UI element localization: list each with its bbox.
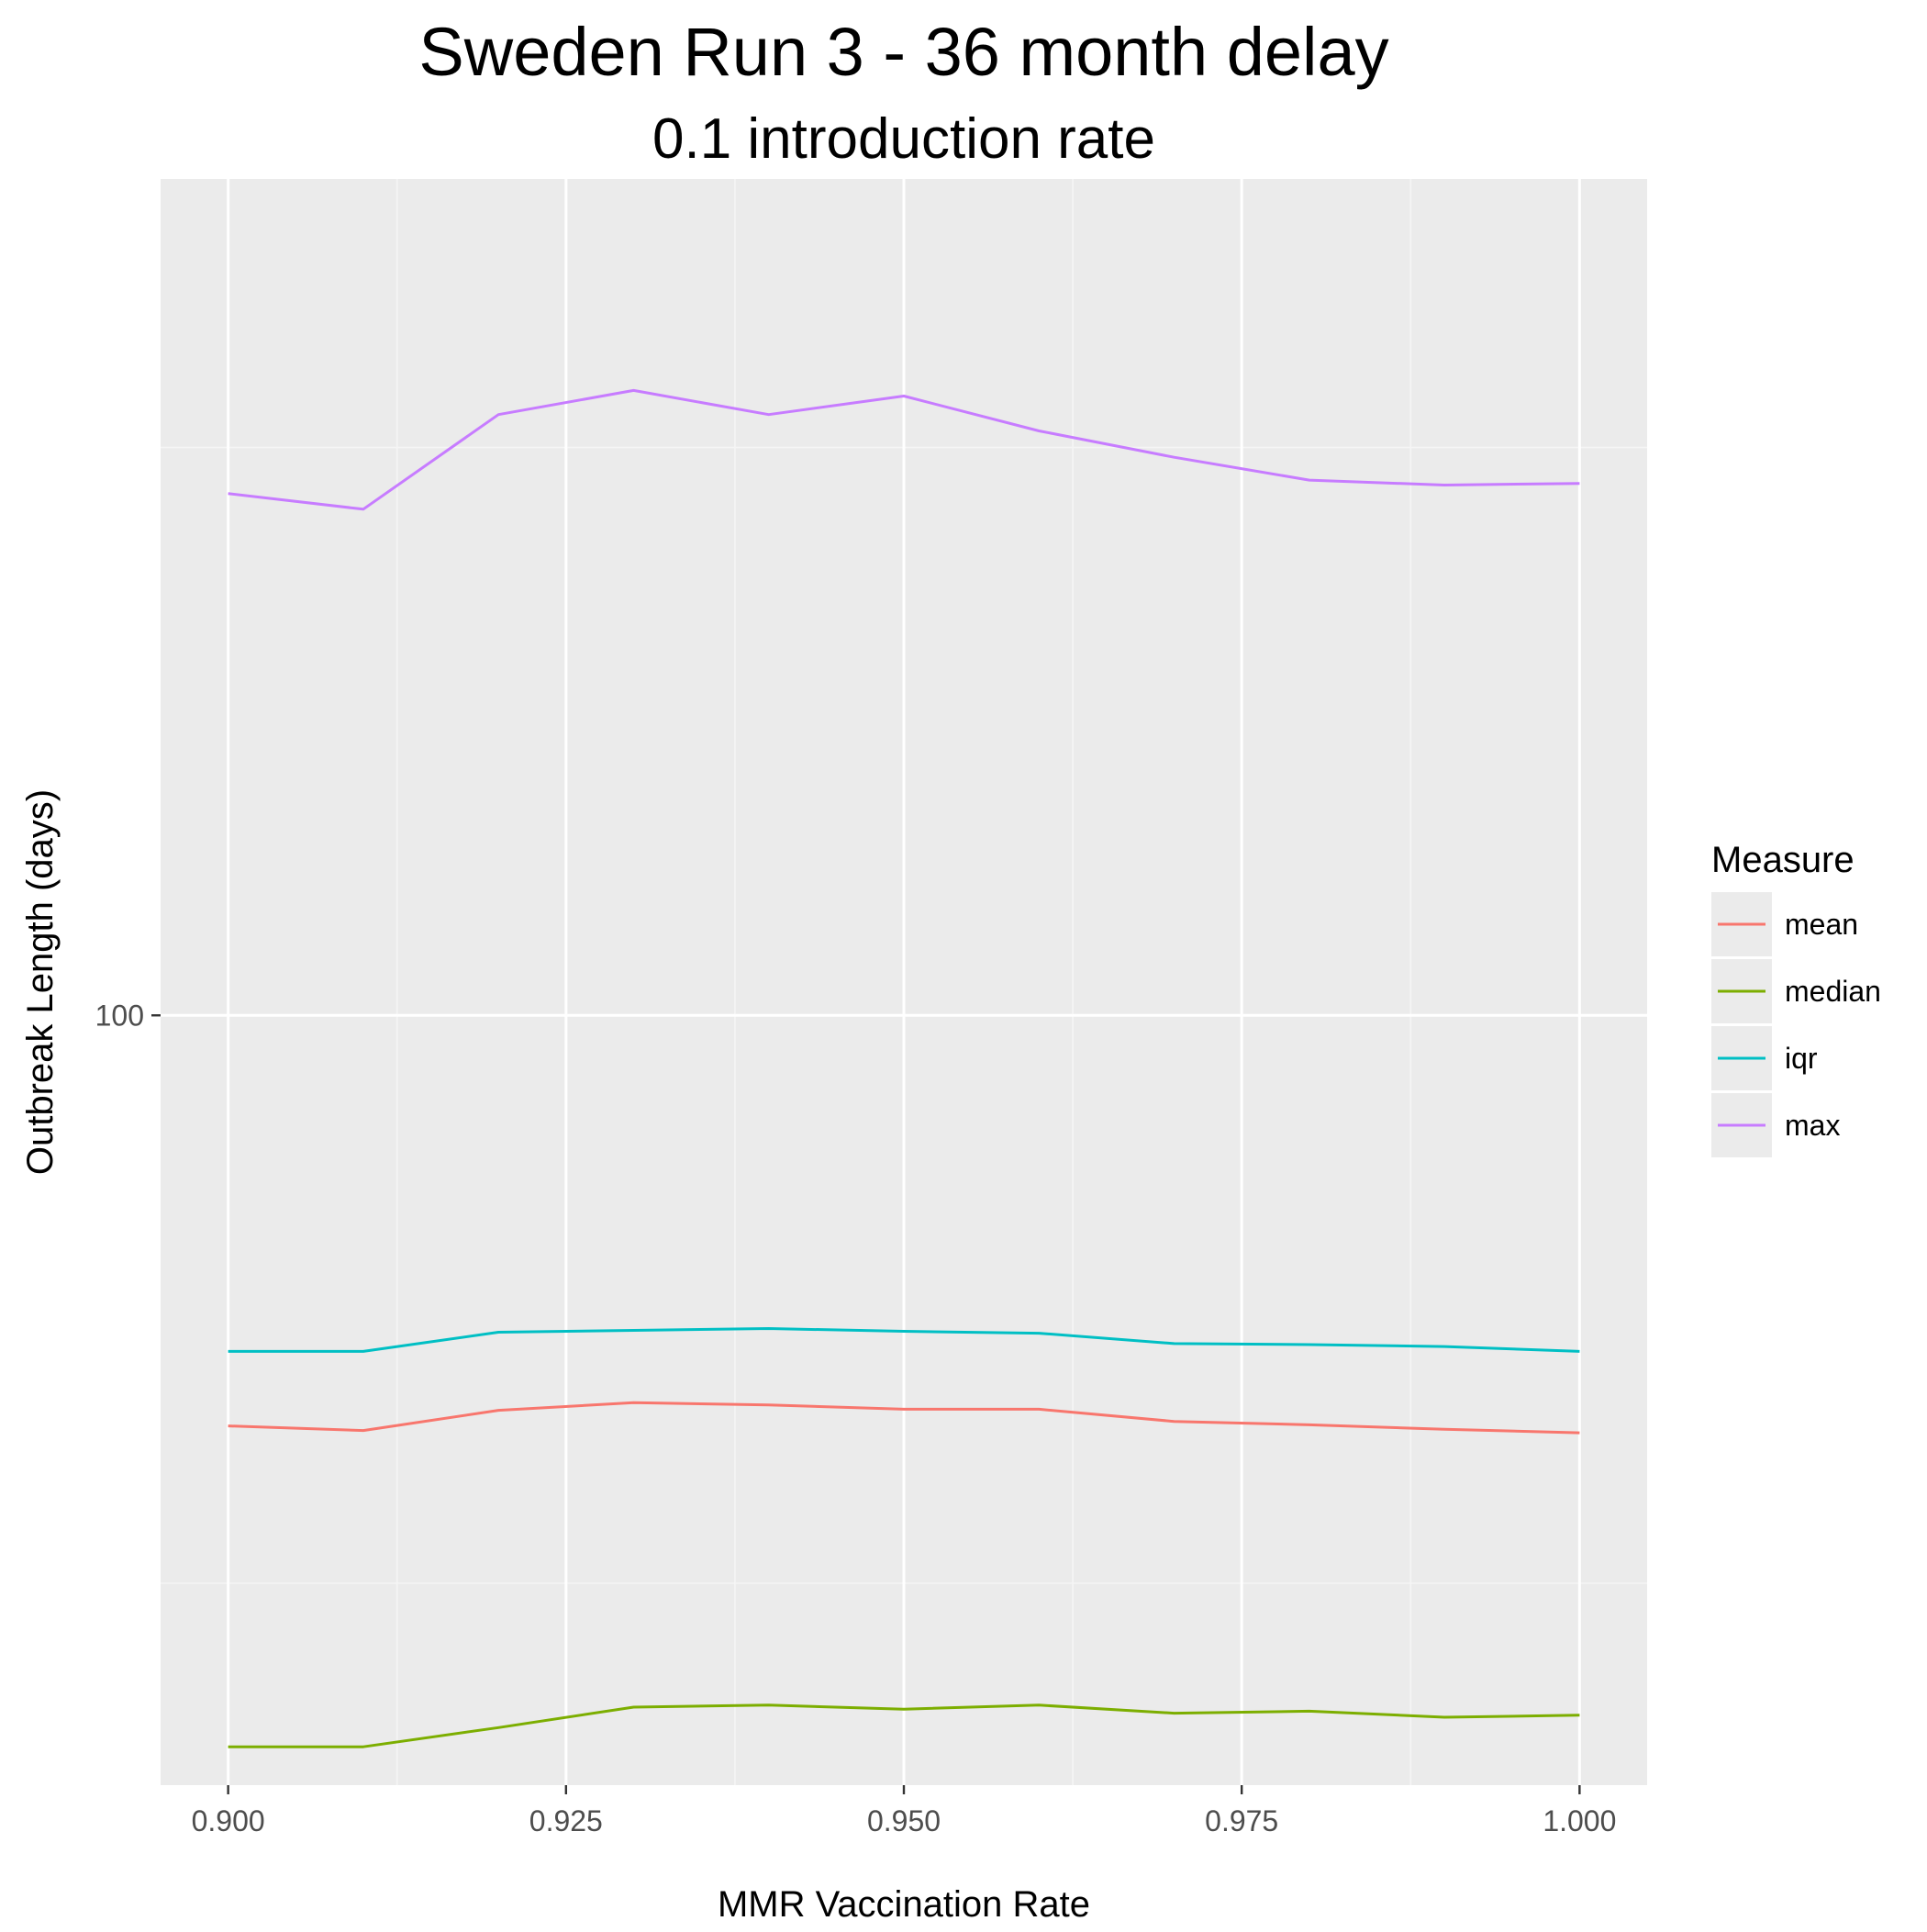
y-tick-label: 100 <box>95 999 144 1032</box>
chart-subtitle: 0.1 introduction rate <box>652 107 1155 171</box>
x-tick-label: 0.900 <box>192 1804 265 1837</box>
y-axis-title: Outbreak Length (days) <box>20 789 61 1175</box>
x-tick-label: 0.950 <box>867 1804 941 1837</box>
series-line-mean <box>228 1401 1580 1435</box>
legend: Measure mean median iqr max <box>1711 840 1881 1157</box>
legend-title: Measure <box>1711 840 1855 880</box>
x-tick-label: 0.925 <box>529 1804 603 1837</box>
legend-label-max: max <box>1785 1109 1840 1142</box>
x-tick-label: 1.000 <box>1543 1804 1616 1837</box>
major-grid <box>161 179 1647 1785</box>
series-line-median <box>228 1703 1580 1748</box>
x-axis-title: MMR Vaccination Rate <box>718 1884 1090 1925</box>
x-axis: 0.900 0.925 0.950 0.975 1.000 <box>192 1785 1616 1837</box>
series-lines <box>228 388 1580 1748</box>
x-tick-label: 0.975 <box>1205 1804 1278 1837</box>
series-line-max <box>228 388 1580 511</box>
series-line-iqr <box>228 1327 1580 1353</box>
chart-title: Sweden Run 3 - 36 month delay <box>418 14 1388 90</box>
legend-label-mean: mean <box>1785 908 1858 941</box>
legend-label-iqr: iqr <box>1785 1042 1818 1075</box>
y-axis: 100 <box>95 999 161 1032</box>
legend-items: mean median iqr max <box>1711 892 1881 1157</box>
legend-label-median: median <box>1785 975 1881 1008</box>
